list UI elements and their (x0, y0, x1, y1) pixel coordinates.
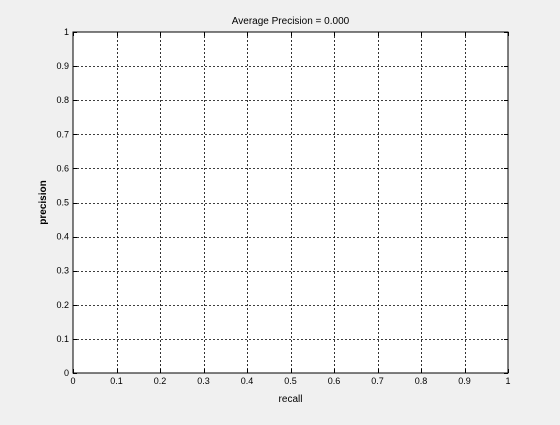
x-tick-label: 0.6 (328, 376, 341, 386)
x-axis-label: recall (279, 394, 303, 405)
y-tick-label: 0 (64, 368, 69, 378)
x-tick-label: 0.2 (154, 376, 167, 386)
y-tick-label: 0.6 (56, 163, 69, 173)
y-tick-label: 0.9 (56, 61, 69, 71)
x-tick-label: 0.1 (110, 376, 123, 386)
chart-title: Average Precision = 0.000 (232, 16, 350, 27)
x-tick-label: 0 (70, 376, 75, 386)
x-tick-label: 0.9 (458, 376, 471, 386)
y-tick-label: 0.7 (56, 129, 69, 139)
x-tick-label: 1 (505, 376, 510, 386)
y-tick-label: 0.8 (56, 95, 69, 105)
x-tick-label: 0.7 (371, 376, 384, 386)
x-tick-label: 0.4 (241, 376, 254, 386)
y-tick-label: 0.3 (56, 266, 69, 276)
x-tick-label: 0.8 (415, 376, 428, 386)
y-tick-label: 0.1 (56, 334, 69, 344)
y-tick-label: 1 (64, 27, 69, 37)
y-axis-label: precision (38, 180, 49, 224)
x-tick-label: 0.3 (197, 376, 210, 386)
x-tick-label: 0.5 (284, 376, 297, 386)
y-tick-label: 0.2 (56, 300, 69, 310)
y-tick-label: 0.5 (56, 198, 69, 208)
y-tick-label: 0.4 (56, 232, 69, 242)
plot-area (73, 32, 508, 373)
